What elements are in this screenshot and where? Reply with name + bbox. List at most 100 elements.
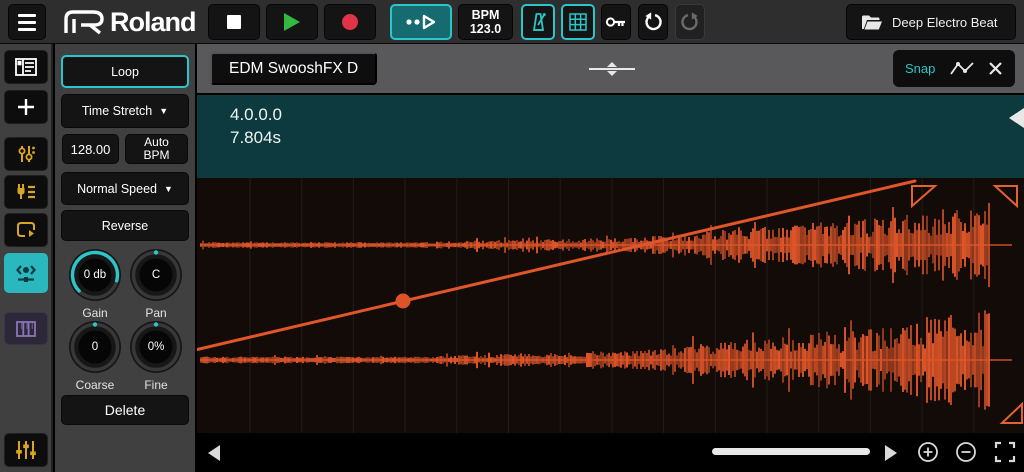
fade-handle-top-left[interactable]: [911, 185, 938, 209]
zoom-in-icon: [918, 442, 938, 462]
pan-knob[interactable]: C: [129, 248, 183, 302]
sidebar-item-tracks[interactable]: [4, 50, 48, 84]
reverse-button[interactable]: Reverse: [61, 210, 189, 241]
key-lock-button[interactable]: [601, 4, 631, 40]
close-icon[interactable]: [988, 61, 1003, 76]
bpm-label: BPM: [471, 8, 500, 22]
loop-return-icon: [17, 222, 35, 237]
wave-gridlines: [249, 178, 975, 433]
piano-icon: [16, 320, 36, 337]
sample-editor: EDM SwooshFX D Snap: [193, 44, 1024, 472]
reverse-label: Reverse: [101, 218, 149, 233]
metronome-button[interactable]: [521, 4, 555, 40]
sample-bpm-field[interactable]: 128.00: [62, 134, 119, 164]
loop-label: Loop: [111, 64, 139, 79]
zoom-fit-button[interactable]: [993, 440, 1017, 464]
plug-effects-icon: [17, 184, 35, 199]
stop-icon: [227, 15, 241, 29]
loop-toggle-button[interactable]: Loop: [61, 55, 189, 88]
undo-button[interactable]: [638, 4, 668, 40]
zoom-out-icon: [956, 442, 976, 462]
sample-duration: 7.804s: [230, 128, 282, 147]
roland-logo: Roland: [60, 5, 196, 39]
project-button[interactable]: Deep Electro Beat: [846, 4, 1016, 40]
clip-name: EDM SwooshFX D: [229, 59, 359, 77]
stretch-mode-dropdown[interactable]: Time Stretch ▼: [61, 94, 189, 128]
metronome-icon: [532, 13, 546, 31]
scroll-right-icon[interactable]: [885, 445, 897, 461]
play-button[interactable]: [266, 4, 318, 40]
resize-up-icon: [607, 62, 617, 67]
scrollbar-thumb[interactable]: [712, 448, 870, 455]
plus-icon: [18, 99, 34, 115]
editor-header: EDM SwooshFX D Snap: [197, 44, 1024, 93]
automation-node[interactable]: [395, 293, 411, 309]
roland-logo-mark: [64, 10, 104, 35]
zoom-in-button[interactable]: [916, 440, 940, 464]
fine-knob[interactable]: 0%: [129, 320, 183, 374]
grid-icon: [569, 13, 587, 31]
gain-knob[interactable]: 0 db: [68, 248, 122, 302]
follow-playhead-button[interactable]: [390, 4, 452, 40]
sample-settings-panel: Loop Time Stretch ▼ 128.00 Auto BPM Norm…: [55, 44, 195, 472]
grid-snap-button[interactable]: [561, 4, 595, 40]
follow-playhead-icon: [406, 14, 436, 30]
snap-toggle[interactable]: Snap: [905, 61, 936, 76]
panel-resize-handle[interactable]: [589, 62, 635, 76]
sidebar-item-sample-editor[interactable]: [4, 253, 48, 293]
tracks-view-icon: [15, 58, 37, 76]
clip-name-button[interactable]: EDM SwooshFX D: [210, 52, 378, 85]
sample-bpm-value: 128.00: [70, 141, 111, 157]
pan-label: Pan: [145, 306, 167, 320]
fade-envelope-line[interactable]: [193, 179, 917, 352]
project-name: Deep Electro Beat: [892, 14, 998, 30]
coarse-knob[interactable]: 0: [68, 320, 122, 374]
gain-label: Gain: [82, 306, 108, 320]
record-button[interactable]: [324, 4, 376, 40]
zoom-fit-icon: [994, 441, 1016, 463]
sidebar-item-keys[interactable]: [4, 312, 48, 345]
stop-button[interactable]: [208, 4, 260, 40]
redo-button[interactable]: [675, 4, 705, 40]
scroll-left-icon[interactable]: [208, 445, 220, 461]
redo-icon: [681, 12, 698, 31]
pan-knob-graphic: [130, 249, 182, 301]
automation-icon[interactable]: [949, 60, 975, 78]
waveform-display[interactable]: [193, 178, 1024, 433]
bpm-value: 123.0: [469, 22, 502, 36]
delete-button[interactable]: Delete: [61, 395, 189, 425]
sidebar-item-instruments[interactable]: [4, 137, 48, 171]
sidebar-item-effects[interactable]: [4, 175, 48, 209]
top-toolbar: Roland BPM 123.0: [0, 0, 1024, 44]
roland-wordmark: Roland: [110, 6, 196, 37]
record-icon: [342, 14, 358, 30]
zoom-out-button[interactable]: [954, 440, 978, 464]
position-info-bar: 4.0.0.0 7.804s: [197, 95, 1024, 178]
fade-handle-bottom-right[interactable]: [999, 401, 1023, 424]
wave-scroll-bar: [197, 433, 1024, 472]
menu-button[interactable]: [8, 4, 46, 40]
fine-label: Fine: [144, 378, 168, 392]
auto-bpm-label: Auto BPM: [143, 135, 170, 162]
sidebar-item-mixer[interactable]: [4, 433, 48, 467]
sample-editor-icon: [16, 265, 36, 282]
sidebar-item-loops[interactable]: [4, 213, 48, 247]
chevron-down-icon: ▼: [163, 183, 173, 194]
instrument-knobs-icon: [18, 146, 35, 162]
workspace: Loop Time Stretch ▼ 128.00 Auto BPM Norm…: [0, 44, 1024, 472]
left-sidebar: [0, 44, 53, 472]
key-icon: [605, 17, 625, 27]
bpm-button[interactable]: BPM 123.0: [458, 4, 513, 40]
playhead-position: 4.0.0.0: [230, 105, 282, 124]
auto-bpm-button[interactable]: Auto BPM: [125, 134, 188, 164]
coarse-label: Coarse: [75, 378, 115, 392]
open-folder-icon: [862, 15, 882, 29]
marker-left-arrow-icon[interactable]: [1009, 108, 1024, 128]
speed-mode-dropdown[interactable]: Normal Speed ▼: [61, 172, 189, 205]
fine-knob-graphic: [130, 321, 182, 373]
resize-down-icon: [607, 71, 617, 76]
sidebar-item-add[interactable]: [4, 90, 48, 124]
fade-handle-top-right[interactable]: [992, 185, 1018, 209]
mixer-faders-icon: [16, 441, 36, 459]
